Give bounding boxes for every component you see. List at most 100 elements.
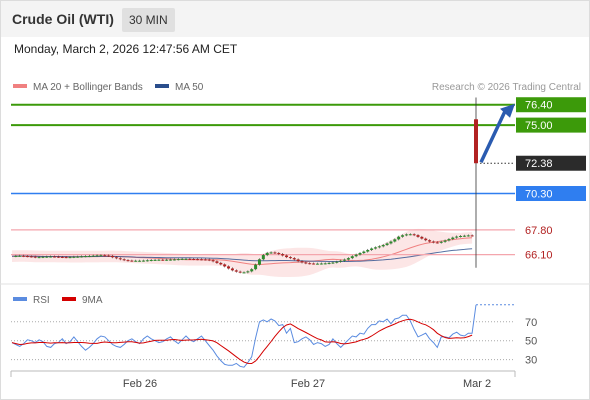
candle-body (83, 256, 87, 258)
level-label-0: 76.40 (525, 100, 553, 112)
candle-body (455, 236, 459, 238)
timeframe-button[interactable]: 30 MIN (122, 8, 175, 32)
candle-body (277, 253, 281, 255)
candle-body (14, 255, 18, 257)
candle-body (161, 259, 165, 261)
candle-body (76, 256, 80, 258)
legend-label-9ma: 9MA (82, 295, 103, 306)
candle-body (362, 251, 366, 254)
candle-body (64, 257, 68, 259)
candle-body (435, 242, 439, 244)
candle-body (265, 252, 269, 256)
candle-body (296, 259, 300, 262)
candle-body (381, 245, 385, 247)
candle-body (234, 270, 238, 272)
legend-swatch-ma50 (155, 84, 169, 88)
legend-label-ma50: MA 50 (175, 82, 204, 93)
candle-body (99, 255, 103, 257)
candle-body (393, 239, 397, 242)
candle-body (56, 256, 60, 258)
candle-body (470, 235, 474, 237)
legend-label-bollinger: MA 20 + Bollinger Bands (33, 82, 143, 93)
candle-body (424, 238, 428, 241)
candle-body (358, 253, 362, 255)
candle-body (439, 241, 443, 243)
level-tag-1 (516, 117, 586, 133)
x-tick-label-1: Feb 27 (291, 378, 325, 390)
rsi-level-label-0: 70 (525, 317, 537, 329)
candle-body (196, 259, 200, 261)
candle-body (49, 256, 53, 258)
candle-body (401, 235, 405, 237)
candle-body (428, 240, 432, 242)
candle-body (343, 259, 347, 261)
candle-body (242, 272, 246, 274)
candle-body (103, 255, 107, 257)
candle-body (459, 235, 463, 237)
candle-body (72, 256, 76, 258)
level-label-4: 66.10 (525, 250, 553, 262)
level-tag-2 (516, 186, 586, 202)
candle-body (304, 262, 308, 264)
candle-body (184, 258, 188, 260)
candle-body (431, 241, 435, 243)
candle-body (308, 263, 312, 265)
candle-body (45, 256, 49, 258)
candle-body (141, 260, 145, 262)
candle-body (95, 255, 99, 257)
forecast-arrow-shaft (479, 108, 508, 163)
level-tag-0 (516, 97, 586, 113)
candle-body (215, 261, 219, 263)
candle-body (60, 256, 64, 258)
candle-body (68, 257, 72, 259)
candle-body (122, 259, 126, 261)
candle-body (339, 260, 343, 262)
candle-body (149, 260, 153, 262)
candle-body (261, 255, 265, 260)
candle-body (238, 271, 242, 273)
level-label-1: 75.00 (525, 120, 553, 132)
candle-body (269, 252, 273, 254)
rsi-level-label-2: 30 (525, 355, 537, 367)
candle-body (169, 259, 173, 261)
candle-body (389, 241, 393, 244)
candle-body (373, 247, 377, 249)
candle-body (385, 243, 389, 246)
candle-body (80, 256, 84, 258)
candle-body (404, 234, 408, 236)
candle-body (87, 255, 91, 257)
level-label-2: 70.30 (525, 189, 553, 201)
candle-body (420, 236, 424, 239)
candle-body (300, 261, 304, 263)
candle-body (273, 252, 277, 254)
candle-body (138, 260, 142, 262)
candle-body (107, 255, 111, 257)
rsi-ma-line (11, 318, 473, 365)
candle-body (134, 260, 138, 262)
candle-body (327, 262, 331, 264)
candle-body (315, 263, 319, 265)
candle-body (172, 259, 176, 261)
candle-body (466, 235, 470, 237)
candle-body (412, 234, 416, 236)
rsi-line (11, 304, 477, 368)
candle-body (462, 235, 466, 237)
legend-swatch-9ma (62, 297, 76, 301)
candle-body (211, 260, 215, 262)
candle-body (145, 260, 149, 262)
candle-body (33, 256, 37, 258)
candle-body (323, 263, 327, 265)
candle-body (176, 259, 180, 261)
candle-body (153, 259, 157, 261)
last-price-label: 72.38 (525, 158, 553, 170)
candle-body (22, 255, 26, 257)
candle-body (319, 263, 323, 265)
bollinger-band-fill (12, 228, 473, 277)
candle-body (25, 256, 29, 258)
candle-body (111, 255, 115, 258)
candle-body (397, 236, 401, 240)
last-candle-body (474, 119, 478, 164)
forecast-arrow-head (500, 103, 515, 118)
